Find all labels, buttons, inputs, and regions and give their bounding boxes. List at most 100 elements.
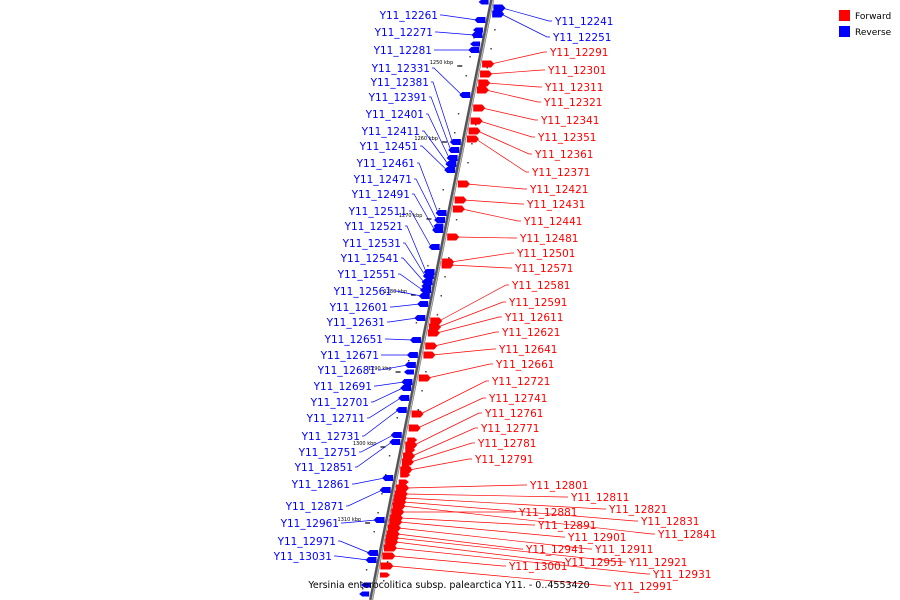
gene-feature — [398, 479, 409, 485]
gene-label-forward: Y11_12621 — [501, 327, 560, 339]
leader-line — [374, 381, 405, 387]
gene-label-forward: Y11_12361 — [534, 149, 593, 161]
gene-label-reverse: Y11_12411 — [361, 126, 420, 138]
leader-line — [392, 555, 506, 567]
gene-label-forward: Y11_12911 — [594, 544, 653, 556]
gene-feature — [379, 487, 391, 493]
leader-line — [390, 303, 420, 308]
gene-feature — [447, 233, 460, 241]
gene-label-reverse: Y11_12551 — [337, 269, 396, 281]
gene-feature — [433, 223, 444, 229]
gene-label-forward: Y11_12941 — [525, 544, 584, 556]
gene-feature — [434, 217, 446, 223]
genome-axis — [369, 0, 494, 600]
gene-label-reverse: Y11_12381 — [370, 77, 429, 89]
gene-labels: Y11_12261 Y11_12271 Y11_12281 Y11_12331 Y11_… — [273, 10, 717, 593]
axis-dot — [467, 162, 469, 164]
axis-dot — [438, 208, 441, 210]
axis-dot — [362, 588, 364, 590]
axis-dot — [448, 257, 450, 259]
gene-feature — [425, 342, 438, 350]
leader-line — [434, 331, 499, 347]
tick-label: 1280 kbp — [384, 289, 408, 295]
gene-feature — [365, 557, 377, 563]
gene-feature — [454, 196, 467, 204]
gene-label-reverse: Y11_13031 — [273, 551, 332, 563]
leader-line — [406, 484, 527, 489]
axis-dot — [440, 295, 442, 297]
leader-line — [440, 14, 478, 21]
gene-label-forward: Y11_12641 — [498, 344, 557, 356]
gene-label-forward: Y11_12791 — [474, 454, 533, 466]
gene-label-reverse: Y11_12701 — [310, 397, 369, 409]
gene-feature — [380, 562, 394, 570]
leader-line — [463, 199, 524, 205]
gene-label-forward: Y11_12341 — [540, 115, 599, 127]
leader-line — [362, 409, 399, 437]
axis-dot — [427, 265, 429, 267]
gene-feature — [359, 591, 370, 597]
leader-line — [427, 363, 493, 379]
gene-feature — [398, 395, 410, 401]
gene-feature — [418, 374, 431, 382]
gene-label-forward: Y11_12761 — [484, 408, 543, 420]
gene-label-reverse: Y11_12651 — [324, 334, 383, 346]
gene-feature — [388, 524, 402, 532]
axis-dot — [486, 67, 488, 69]
axis-dot — [465, 75, 467, 77]
leader-line — [482, 107, 538, 121]
axis-dot — [490, 48, 492, 50]
gene-label-forward: Y11_12241 — [554, 16, 613, 28]
genome-axis-highlight — [371, 0, 494, 600]
gene-feature — [459, 92, 471, 98]
leader-line — [397, 533, 523, 550]
gene-feature — [401, 379, 413, 385]
gene-label-reverse: Y11_12471 — [353, 174, 412, 186]
leader-lines — [334, 7, 655, 587]
gene-label-reverse: Y11_12861 — [291, 479, 350, 491]
leader-line — [431, 81, 453, 143]
gene-feature — [466, 135, 479, 143]
gene-feature — [380, 572, 391, 578]
axis-dot — [469, 56, 471, 58]
gene-label-reverse: Y11_12271 — [374, 27, 433, 39]
gene-label-reverse: Y11_12711 — [306, 413, 365, 425]
tick-label: 1250 kbp — [430, 60, 454, 66]
leader-line — [477, 130, 532, 155]
gene-label-reverse: Y11_12851 — [294, 462, 353, 474]
axis-dot — [473, 37, 475, 39]
gene-label-forward: Y11_12811 — [570, 492, 629, 504]
tick-label: 1300 kbp — [353, 441, 377, 447]
gene-label-forward: Y11_12821 — [608, 504, 667, 516]
gene-feature — [411, 410, 424, 418]
gene-feature — [480, 70, 493, 78]
leader-line — [456, 236, 517, 239]
axis-dot — [415, 322, 418, 324]
leader-line — [367, 397, 401, 419]
legend: Forward Reverse — [839, 10, 892, 38]
gene-label-forward: Y11_12291 — [549, 47, 608, 59]
gene-feature — [423, 351, 436, 359]
gene-label-reverse: Y11_12631 — [326, 317, 385, 329]
gene-label-reverse: Y11_12961 — [280, 518, 339, 530]
axis-dot — [425, 371, 427, 373]
gene-feature — [404, 362, 416, 368]
gene-feature — [403, 452, 416, 460]
leader-line — [404, 497, 606, 510]
leader-line — [450, 264, 512, 269]
gene-feature — [418, 293, 430, 299]
gene-label-reverse: Y11_12671 — [320, 350, 379, 362]
gene-feature — [391, 508, 405, 516]
leader-line — [390, 565, 611, 587]
legend-swatch — [839, 10, 850, 21]
leader-line — [359, 434, 394, 453]
axis-dot — [381, 493, 383, 495]
axis-dot — [471, 143, 473, 145]
gene-label-forward: Y11_12591 — [508, 297, 567, 309]
tick-label: 1290 kbp — [368, 366, 392, 372]
axis-dot — [365, 569, 368, 571]
gene-label-forward: Y11_12351 — [537, 132, 596, 144]
gene-label-forward: Y11_12831 — [640, 516, 699, 528]
gene-label-forward: Y11_12781 — [477, 438, 536, 450]
leader-line — [489, 69, 545, 75]
